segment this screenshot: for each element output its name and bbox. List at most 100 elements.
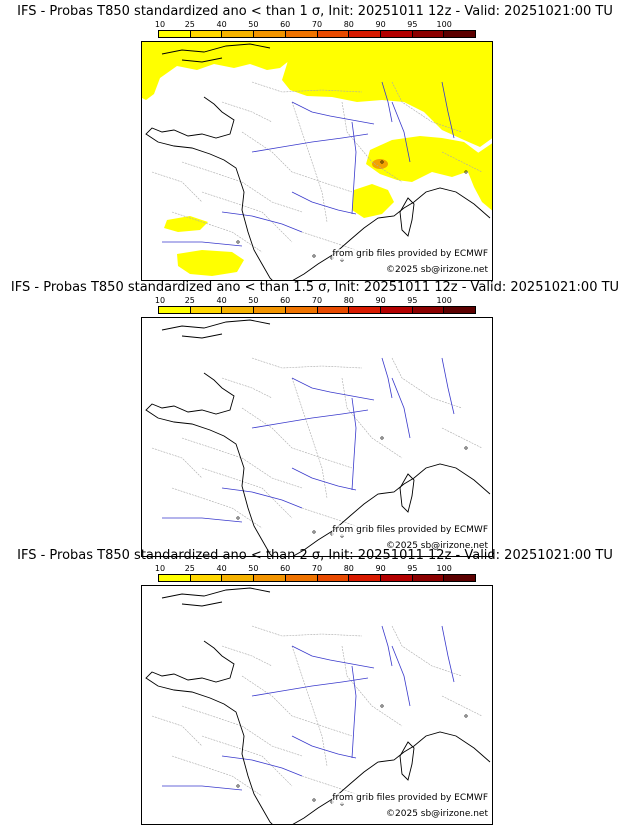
legend-color-segment bbox=[412, 31, 445, 37]
legend-color-segment bbox=[159, 31, 191, 37]
legend-tick-label: 95 bbox=[407, 20, 418, 29]
legend-tick-label: 50 bbox=[248, 564, 259, 573]
legend-tick-label: 80 bbox=[343, 20, 354, 29]
legend-color-segment bbox=[285, 575, 318, 581]
legend-color-segment bbox=[412, 307, 445, 313]
map-france: from grib files provided by ECMWF ©2025 … bbox=[141, 585, 493, 825]
legend-tick-label: 80 bbox=[343, 564, 354, 573]
island-marker bbox=[312, 798, 316, 802]
river bbox=[441, 625, 455, 683]
legend-color-segment bbox=[190, 307, 223, 313]
source-credit: from grib files provided by ECMWF bbox=[332, 249, 488, 260]
river bbox=[381, 357, 393, 399]
legend-color-segment bbox=[380, 307, 413, 313]
admin-border bbox=[241, 407, 353, 469]
probability-legend: 10 25 40 50 60 70 80 90 95 100 bbox=[155, 20, 476, 40]
copyright-credit: ©2025 sb@irizone.net bbox=[386, 809, 488, 820]
admin-border bbox=[221, 377, 273, 399]
probability-area bbox=[352, 184, 394, 218]
probability-area bbox=[468, 143, 492, 211]
coastline-corsica bbox=[399, 197, 415, 237]
river bbox=[291, 101, 375, 125]
admin-border bbox=[181, 161, 303, 213]
admin-border bbox=[391, 357, 463, 409]
legend-color-segment bbox=[349, 575, 381, 581]
admin-border bbox=[341, 645, 403, 727]
river bbox=[291, 191, 357, 215]
legend-tick-label: 60 bbox=[280, 20, 291, 29]
legend-color-segment bbox=[190, 31, 223, 37]
legend-tick-label: 40 bbox=[216, 564, 227, 573]
river bbox=[251, 677, 369, 697]
admin-border bbox=[291, 101, 328, 223]
source-credit: from grib files provided by ECMWF bbox=[332, 525, 488, 536]
legend-tick-label: 70 bbox=[311, 20, 323, 29]
admin-border bbox=[171, 211, 263, 253]
admin-border bbox=[151, 171, 203, 203]
admin-border bbox=[241, 675, 353, 737]
legend-color-segment bbox=[412, 575, 445, 581]
legend-color-segment bbox=[254, 307, 286, 313]
map-panel-3: IFS - Probas T850 standardized ano < tha… bbox=[0, 548, 630, 825]
river bbox=[391, 101, 411, 163]
admin-border bbox=[251, 357, 363, 369]
coastline-atlantic bbox=[145, 372, 273, 556]
admin-border bbox=[341, 377, 403, 459]
legend-color-segment bbox=[159, 575, 191, 581]
legend-tick-label: 95 bbox=[407, 564, 418, 573]
legend-tick-label: 10 bbox=[154, 564, 166, 573]
probability-area-high bbox=[372, 159, 388, 169]
legend-color-segment bbox=[222, 575, 255, 581]
admin-border bbox=[221, 645, 273, 667]
island-marker bbox=[380, 160, 384, 164]
admin-border bbox=[171, 755, 263, 797]
admin-border bbox=[441, 427, 483, 449]
admin-border bbox=[341, 101, 403, 183]
admin-border bbox=[441, 151, 483, 173]
river bbox=[291, 645, 375, 669]
admin-border bbox=[301, 507, 363, 529]
legend-tick-label: 50 bbox=[248, 20, 259, 29]
admin-border bbox=[301, 231, 363, 253]
admin-border bbox=[181, 437, 303, 489]
river bbox=[441, 357, 455, 415]
legend-color-segment bbox=[317, 575, 350, 581]
map-canvas bbox=[145, 587, 491, 824]
river bbox=[162, 241, 243, 247]
legend-color-segment bbox=[444, 575, 476, 581]
legend-color-segment bbox=[380, 575, 413, 581]
island-marker bbox=[312, 530, 316, 534]
legend-ticks: 10 25 40 50 60 70 80 90 95 100 bbox=[154, 564, 476, 573]
admin-border bbox=[301, 775, 363, 797]
panel-title: IFS - Probas T850 standardized ano < tha… bbox=[10, 280, 620, 295]
river bbox=[251, 133, 369, 153]
coastline-corsica bbox=[399, 473, 415, 513]
legend-color-segment bbox=[222, 31, 255, 37]
river bbox=[221, 211, 303, 233]
river bbox=[351, 121, 357, 215]
panel-title: IFS - Probas T850 standardized ano < tha… bbox=[17, 4, 613, 19]
legend-tick-label: 70 bbox=[311, 296, 323, 305]
legend-tick-label: 40 bbox=[216, 296, 227, 305]
legend-tick-label: 80 bbox=[343, 296, 354, 305]
coastline-britain bbox=[161, 43, 271, 63]
admin-border bbox=[151, 447, 203, 479]
legend-color-segment bbox=[222, 307, 255, 313]
river bbox=[351, 397, 357, 491]
legend-color-segment bbox=[317, 31, 350, 37]
coastline-britain bbox=[161, 587, 271, 607]
legend-tick-label: 70 bbox=[311, 564, 323, 573]
legend-tick-label: 90 bbox=[375, 296, 386, 305]
source-credit: from grib files provided by ECMWF bbox=[332, 793, 488, 804]
admin-border bbox=[221, 101, 273, 123]
coastline-mediterranean bbox=[292, 731, 491, 824]
river bbox=[391, 645, 411, 707]
river bbox=[381, 81, 393, 123]
admin-border bbox=[171, 487, 263, 529]
legend-tick-label: 25 bbox=[184, 20, 195, 29]
legend-color-segment bbox=[380, 31, 413, 37]
coastline-mediterranean bbox=[292, 463, 491, 556]
legend-tick-label: 60 bbox=[280, 564, 291, 573]
admin-border bbox=[291, 645, 328, 767]
legend-colorbar bbox=[158, 574, 476, 582]
